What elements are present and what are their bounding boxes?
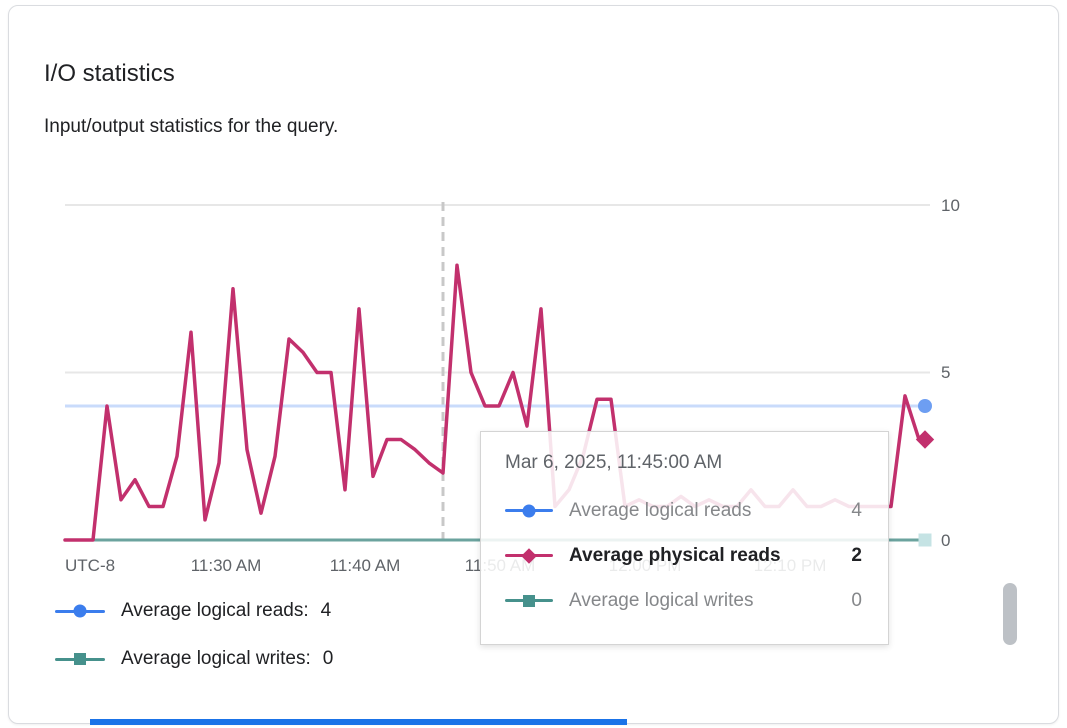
tooltip-row-label: Average physical reads [569, 544, 781, 566]
legend-label: Average logical writes: [121, 648, 311, 669]
legend-item-logical-writes[interactable]: Average logical writes: 0 [55, 648, 333, 670]
tooltip-row-label: Average logical writes [569, 589, 754, 611]
end-marker-average-logical-reads [918, 399, 932, 413]
tooltip-row-physical-reads: Average physical reads 2 [505, 533, 862, 578]
logical-reads-series-icon [505, 503, 553, 519]
legend-value: 4 [320, 600, 332, 621]
page-subtitle: Input/output statistics for the query. [44, 116, 339, 137]
bottom-panel-edge [90, 719, 627, 725]
page-title: I/O statistics [44, 60, 175, 87]
logical-writes-legend-icon [55, 651, 105, 667]
end-marker-average-physical-reads [915, 430, 935, 449]
x-axis-tick-1140: 11:40 AM [329, 556, 401, 575]
scrollbar-thumb[interactable] [1003, 583, 1017, 645]
logical-reads-legend-icon [55, 603, 105, 619]
tooltip-timestamp: Mar 6, 2025, 11:45:00 AM [505, 452, 723, 473]
physical-reads-series-icon [505, 547, 553, 564]
legend-label: Average logical reads: [121, 600, 309, 621]
y-axis-tick-5: 5 [941, 363, 951, 382]
chart-tooltip: Mar 6, 2025, 11:45:00 AM Average logical… [480, 431, 889, 645]
tooltip-row-label: Average logical reads [569, 499, 752, 521]
end-marker-average-logical-writes [918, 533, 932, 547]
y-axis-tick-10: 10 [941, 196, 960, 215]
tooltip-row-value: 4 [851, 499, 862, 521]
y-axis-tick-0: 0 [941, 531, 951, 550]
x-axis-tick-1130: 11:30 AM [190, 556, 262, 575]
tooltip-row-logical-reads: Average logical reads 4 [505, 488, 862, 533]
logical-writes-series-icon [505, 593, 553, 609]
legend-value: 0 [322, 648, 334, 669]
x-axis-timezone-label: UTC-8 [65, 556, 116, 575]
legend-item-logical-reads[interactable]: Average logical reads: 4 [55, 600, 331, 622]
tooltip-row-value: 0 [851, 589, 862, 611]
tooltip-row-logical-writes: Average logical writes 0 [505, 578, 862, 623]
tooltip-row-value: 2 [851, 544, 862, 566]
